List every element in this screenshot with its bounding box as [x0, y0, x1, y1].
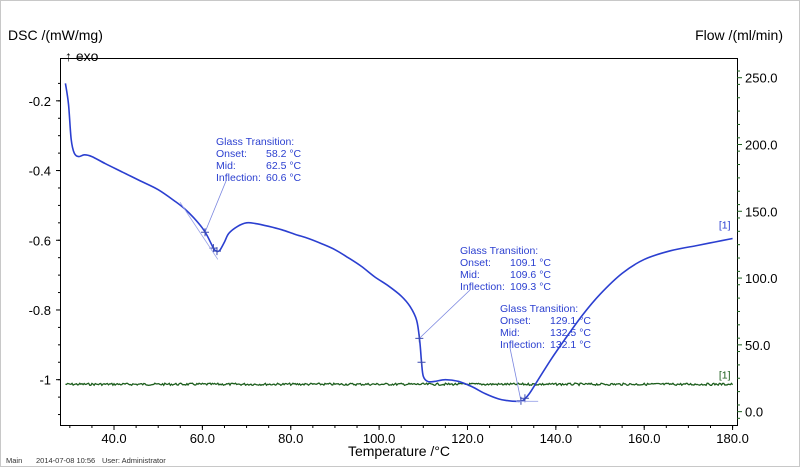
y-left-tick-label: -0.8 [29, 303, 51, 318]
x-tick-label: 140.0 [540, 431, 573, 446]
annotation-label: Inflection: [460, 281, 505, 293]
annotation-value: 60.6 °C [266, 172, 302, 184]
annotation-value: 129.1 °C [550, 315, 591, 327]
annotation-leader [204, 180, 227, 233]
plot-frame [60, 58, 738, 426]
x-tick-label: 160.0 [628, 431, 661, 446]
y-right-tick-label: 50.0 [745, 338, 770, 353]
annotation-label: Onset: [460, 257, 491, 269]
x-tick-label: 60.0 [190, 431, 215, 446]
flow-series-end-label: [1] [719, 369, 731, 381]
annotation-value: 132.5 °C [550, 327, 591, 339]
annotation-label: Mid: [500, 327, 520, 339]
dsc-series-line [64, 83, 733, 403]
y-right-tick-label: 150.0 [745, 204, 778, 219]
annotation-label: Onset: [500, 315, 531, 327]
annotation-label: Inflection: [216, 172, 261, 184]
x-tick-label: 180.0 [716, 431, 749, 446]
y-left-tick-label: -0.6 [29, 233, 51, 248]
x-tick-label: 100.0 [363, 431, 396, 446]
x-axis-title: Temperature /°C [348, 443, 450, 459]
x-tick-label: 80.0 [278, 431, 303, 446]
x-axis: 40.0 60.0 80.0 100.0 120.0 140.0 160.0 180.0 [69, 425, 749, 446]
y-right-tick-label: 200.0 [745, 137, 778, 152]
y-left-axis: -0.2 -0.4 -0.6 -0.8 -1 [29, 82, 61, 416]
tangent-line [179, 202, 219, 260]
footer-main: Main [6, 456, 22, 465]
annotation-label: Inflection: [500, 339, 545, 351]
y-right-tick-label: 0.0 [745, 405, 763, 420]
annotation-label: Glass Transition: [460, 245, 538, 257]
annotation-value: 109.1 °C [510, 257, 551, 269]
annotation-value: 109.3 °C [510, 281, 551, 293]
y-right-axis: 250.0 200.0 150.0 100.0 50.0 0.0 [737, 70, 778, 420]
annotation-label: Mid: [460, 269, 480, 281]
annotation-label: Onset: [216, 148, 247, 160]
y-left-tick-label: -0.2 [29, 94, 51, 109]
exo-label: ↑ exo [65, 48, 99, 64]
x-tick-label: 40.0 [101, 431, 126, 446]
annotation-value: 109.6 °C [510, 269, 551, 281]
flow-series-line [65, 382, 734, 387]
annotation-leader [419, 289, 471, 339]
annotation-value: 132.1 °C [550, 339, 591, 351]
annotation-value: 58.2 °C [266, 148, 302, 160]
y-left-tick-label: -1 [39, 373, 51, 388]
x-tick-label: 120.0 [451, 431, 484, 446]
footer-timestamp: 2014-07-08 10:56 [36, 456, 95, 465]
series-layer: [1] [1] [64, 83, 734, 403]
footer-user: User: Administrator [102, 456, 166, 465]
y-right-tick-label: 100.0 [745, 271, 778, 286]
annotation-label: Glass Transition: [216, 136, 294, 148]
annotation-label: Mid: [216, 160, 236, 172]
y-left-axis-title: DSC /(mW/mg) [8, 27, 103, 43]
annotation-leader [509, 347, 522, 401]
annotation-value: 62.5 °C [266, 160, 302, 172]
annotation-label: Glass Transition: [500, 303, 578, 315]
dsc-series-end-label: [1] [719, 220, 731, 232]
y-right-axis-title: Flow /(ml/min) [695, 27, 783, 43]
y-left-tick-label: -0.4 [29, 164, 51, 179]
y-right-tick-label: 250.0 [745, 71, 778, 86]
